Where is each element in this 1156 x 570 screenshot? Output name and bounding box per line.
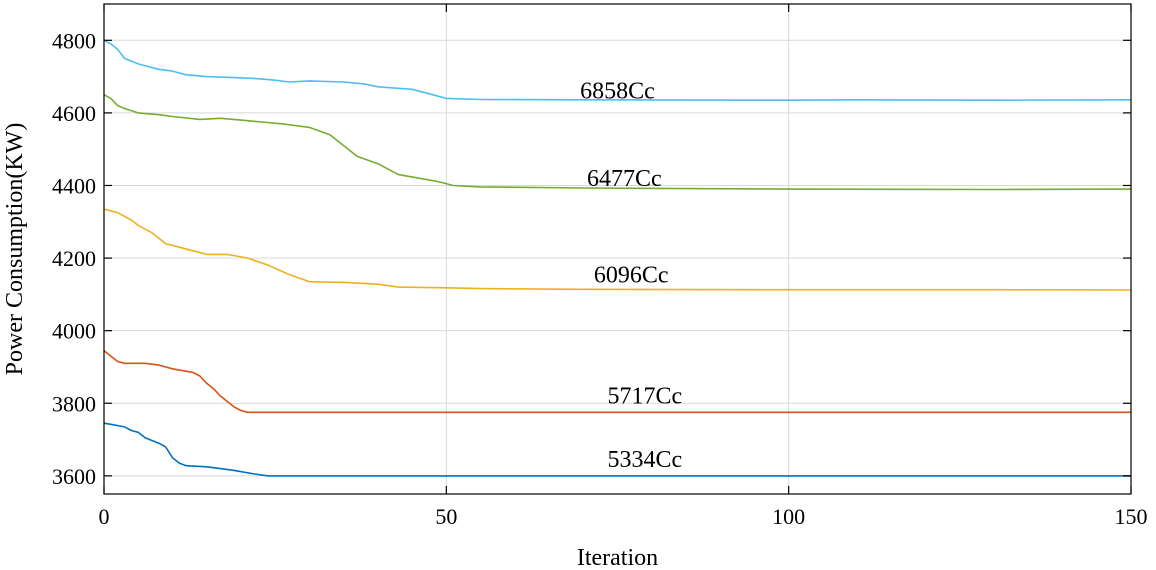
x-tick-label: 150	[1115, 504, 1148, 529]
series-label-6096Cc: 6096Cc	[594, 262, 669, 288]
series-label-6477Cc: 6477Cc	[587, 166, 662, 192]
series-line-6858Cc	[103, 39, 1132, 101]
y-tick-label: 4000	[52, 319, 96, 344]
plot-frame	[103, 3, 1132, 495]
y-axis-title: Power Consumption(KW)	[2, 123, 28, 376]
y-tick-label: 4400	[52, 173, 96, 198]
y-tick-label: 3800	[52, 391, 96, 416]
tick-labels: 0 50 100 150 3600 3800 4000 4200 4400 4600 4800	[52, 28, 1148, 529]
y-tick-label: 4600	[52, 101, 96, 126]
series-labels: 6858Cc 6477Cc 6096Cc 5717Cc 5334Cc	[580, 78, 682, 472]
series-label-6858Cc: 6858Cc	[580, 78, 655, 104]
x-tick-label: 0	[99, 504, 110, 529]
series-layer	[103, 39, 1132, 477]
series-line-5334Cc	[103, 422, 1131, 477]
series-line-5717Cc	[103, 349, 1131, 414]
y-tick-label: 4800	[52, 28, 96, 53]
x-axis-title: Iteration	[577, 545, 658, 570]
x-tick-label: 50	[435, 504, 457, 529]
series-label-5334Cc: 5334Cc	[608, 447, 683, 473]
series-line-6096Cc	[103, 208, 1132, 291]
series-label-5717Cc: 5717Cc	[608, 383, 683, 409]
x-tick-label: 100	[772, 504, 805, 529]
y-tick-label: 3600	[52, 464, 96, 489]
axis-ticks	[103, 4, 1132, 494]
series-line-6477Cc	[103, 93, 1132, 191]
y-tick-label: 4200	[52, 246, 96, 271]
